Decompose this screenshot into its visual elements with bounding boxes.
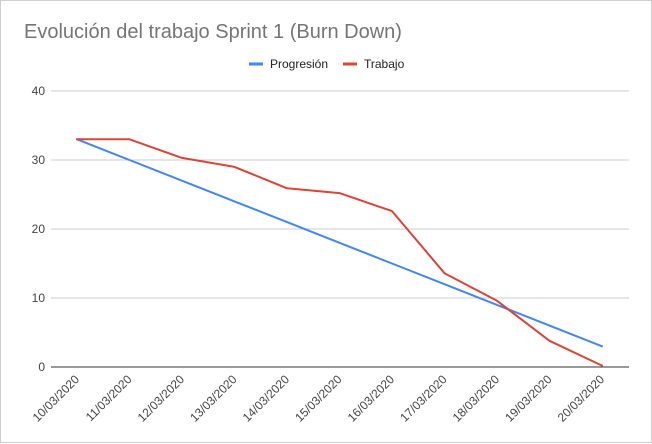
y-tick-label: 20 [32,222,46,236]
x-tick-label: 10/03/2020 [30,372,83,425]
x-tick-label: 15/03/2020 [292,372,345,425]
x-tick-label: 19/03/2020 [502,372,555,425]
legend-label: Trabajo [364,57,405,71]
x-tick-label: 12/03/2020 [135,372,188,425]
legend-label: Progresión [270,57,328,71]
y-tick-label: 30 [32,153,46,167]
x-tick-label: 14/03/2020 [240,372,293,425]
x-tick-label: 16/03/2020 [345,372,398,425]
y-tick-label: 10 [32,291,46,305]
x-tick-label: 11/03/2020 [83,372,135,424]
x-tick-label: 20/03/2020 [555,372,608,425]
x-tick-label: 17/03/2020 [397,372,450,425]
x-tick-label: 18/03/2020 [450,372,503,425]
series-line-trabajo [76,138,603,367]
y-tick-label: 40 [32,84,46,98]
series-line-progresion [76,138,603,348]
x-tick-label: 13/03/2020 [187,372,240,425]
chart-title: Evolución del trabajo Sprint 1 (Burn Dow… [24,21,402,43]
y-tick-label: 0 [38,360,45,374]
